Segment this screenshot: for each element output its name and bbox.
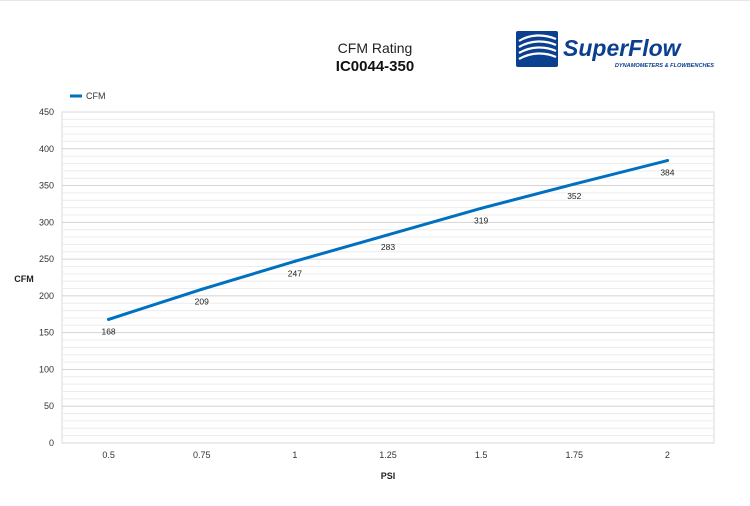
x-axis-ticks: 0.5 0.75 1 1.25 1.5 1.75 2 [102, 450, 670, 460]
x-tick-label: 1.25 [379, 450, 397, 460]
y-tick-label: 100 [39, 364, 54, 374]
superflow-logo-emblem [516, 31, 558, 67]
x-tick-label: 1.5 [475, 450, 488, 460]
x-tick-label: 1.75 [566, 450, 584, 460]
chart-legend: CFM [70, 91, 106, 101]
data-point [386, 233, 390, 237]
series-cfm: 168 209 247 283 319 352 384 [101, 159, 675, 336]
y-tick-label: 250 [39, 254, 54, 264]
superflow-logo: SuperFlow DYNAMOMETERS & FLOWBENCHES [516, 31, 714, 69]
data-point [107, 317, 111, 321]
y-tick-label: 150 [39, 328, 54, 338]
data-label: 247 [288, 268, 302, 278]
data-label: 352 [567, 191, 581, 201]
data-label: 168 [101, 326, 115, 336]
plot-area [61, 111, 715, 444]
data-label: 384 [660, 168, 674, 178]
data-point [479, 206, 483, 210]
y-tick-label: 0 [49, 438, 54, 448]
x-axis-title: PSI [381, 471, 396, 481]
y-tick-label: 450 [39, 107, 54, 117]
chart-subtitle: IC0044-350 [336, 58, 414, 75]
logo-wordmark: SuperFlow [563, 35, 683, 61]
data-label: 319 [474, 215, 488, 225]
data-point [572, 182, 576, 186]
x-tick-label: 0.5 [102, 450, 115, 460]
y-tick-label: 50 [44, 401, 54, 411]
y-axis-title: CFM [14, 274, 34, 284]
x-tick-label: 1 [292, 450, 297, 460]
logo-tagline: DYNAMOMETERS & FLOWBENCHES [615, 63, 714, 69]
data-label: 209 [195, 296, 209, 306]
x-tick-label: 0.75 [193, 450, 211, 460]
y-tick-label: 400 [39, 144, 54, 154]
data-point [200, 287, 204, 291]
data-label: 283 [381, 242, 395, 252]
chart-title: CFM Rating [338, 40, 413, 56]
x-tick-label: 2 [665, 450, 670, 460]
gridlines [62, 118, 714, 437]
data-point [293, 259, 297, 263]
y-tick-label: 300 [39, 217, 54, 227]
y-tick-label: 350 [39, 181, 54, 191]
y-axis-ticks: 0 50 100 150 200 250 300 350 400 450 [39, 107, 54, 448]
legend-label-cfm: CFM [86, 91, 106, 101]
data-point [665, 159, 669, 163]
y-tick-label: 200 [39, 291, 54, 301]
